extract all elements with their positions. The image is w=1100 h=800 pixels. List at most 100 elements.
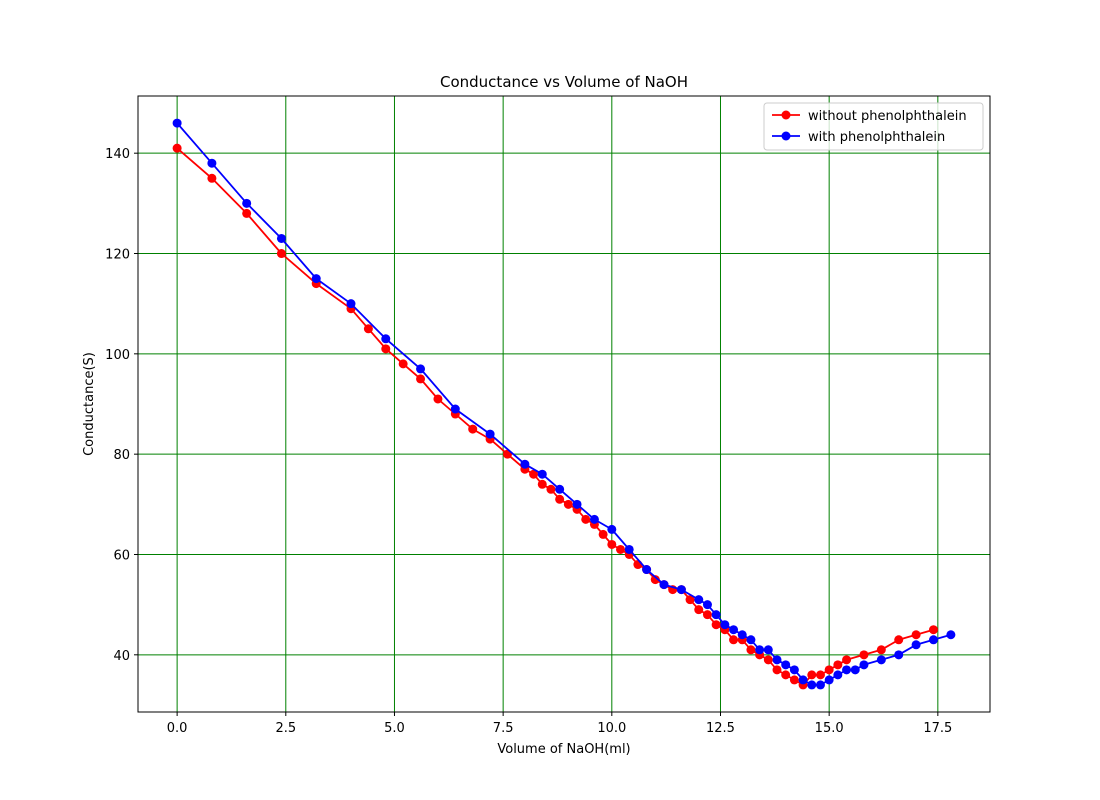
data-point — [876, 645, 886, 655]
tick-layer: 0.0 2.5 5.0 7.5 10.0 12.5 15.0 17.5 40 60 80 100 120… — [105, 147, 952, 736]
data-point — [546, 484, 556, 494]
data-point — [172, 118, 182, 128]
y-tick-label: 100 — [105, 348, 130, 363]
data-point — [607, 539, 617, 549]
data-point — [842, 655, 852, 665]
data-point — [720, 620, 730, 630]
data-point — [789, 665, 799, 675]
data-point — [807, 680, 817, 690]
data-point — [694, 605, 704, 615]
data-point — [276, 249, 286, 259]
legend-swatch-marker — [781, 110, 791, 120]
data-point — [815, 670, 825, 680]
data-point — [842, 665, 852, 675]
data-point — [946, 630, 956, 640]
data-point — [381, 334, 391, 344]
data-point — [894, 635, 904, 645]
data-point — [555, 484, 565, 494]
data-point — [398, 359, 408, 369]
legend-item: without phenolphthalein — [772, 109, 967, 124]
data-point — [746, 645, 756, 655]
data-point — [381, 344, 391, 354]
data-point — [911, 640, 921, 650]
data-point — [746, 635, 756, 645]
chart-title: Conductance vs Volume of NaOH — [440, 73, 688, 91]
data-point — [772, 655, 782, 665]
series-layer — [172, 118, 956, 690]
data-point — [824, 665, 834, 675]
data-point — [311, 274, 321, 284]
data-point — [833, 670, 843, 680]
data-point — [616, 544, 626, 554]
legend-item: with phenolphthalein — [772, 130, 945, 145]
data-point — [729, 625, 739, 635]
data-point — [815, 680, 825, 690]
data-point — [859, 660, 869, 670]
legend: without phenolphthalein with phenolphthal… — [763, 102, 984, 151]
data-point — [702, 610, 712, 620]
data-point — [911, 630, 921, 640]
data-point — [242, 198, 252, 208]
data-point — [755, 645, 765, 655]
data-point — [763, 655, 773, 665]
legend-box — [763, 102, 984, 151]
data-point — [859, 650, 869, 660]
y-tick-label: 120 — [105, 248, 130, 263]
y-tick-label: 140 — [105, 147, 130, 162]
data-point — [711, 620, 721, 630]
data-point — [729, 635, 739, 645]
data-point — [433, 394, 443, 404]
x-tick-label: 5.0 — [384, 721, 405, 736]
x-tick-label: 10.0 — [597, 721, 626, 736]
data-point — [807, 670, 817, 680]
data-point — [650, 575, 660, 585]
data-point — [781, 660, 791, 670]
data-point — [416, 374, 426, 384]
data-point — [572, 499, 582, 509]
legend-label: with phenolphthalein — [808, 130, 945, 145]
x-tick-label: 17.5 — [923, 721, 952, 736]
data-point — [242, 208, 252, 218]
data-point — [589, 514, 599, 524]
data-point — [563, 499, 573, 509]
series-2 — [172, 118, 956, 690]
data-point — [833, 660, 843, 670]
data-point — [737, 630, 747, 640]
x-tick-label: 0.0 — [167, 721, 188, 736]
data-point — [694, 595, 704, 605]
data-point — [172, 143, 182, 153]
data-point — [659, 580, 669, 590]
data-point — [642, 565, 652, 575]
data-point — [876, 655, 886, 665]
data-point — [520, 459, 530, 469]
data-point — [824, 675, 834, 685]
y-tick-label: 80 — [113, 448, 130, 463]
x-tick-label: 15.0 — [815, 721, 844, 736]
grid-layer — [138, 96, 990, 712]
data-point — [276, 233, 286, 243]
data-point — [763, 645, 773, 655]
data-point — [529, 469, 539, 479]
data-point — [928, 635, 938, 645]
legend-label: without phenolphthalein — [808, 109, 967, 124]
legend-swatch-marker — [781, 131, 791, 141]
data-point — [363, 324, 373, 334]
data-point — [781, 670, 791, 680]
data-point — [772, 665, 782, 675]
y-tick-label: 60 — [113, 548, 130, 563]
data-point — [702, 600, 712, 610]
data-point — [711, 610, 721, 620]
y-tick-label: 40 — [113, 649, 130, 664]
data-point — [537, 469, 547, 479]
x-tick-label: 2.5 — [275, 721, 296, 736]
data-point — [607, 524, 617, 534]
data-point — [207, 158, 217, 168]
data-point — [624, 544, 634, 554]
data-point — [894, 650, 904, 660]
data-point — [346, 299, 356, 309]
data-point — [676, 585, 686, 595]
data-point — [581, 514, 591, 524]
data-point — [789, 675, 799, 685]
data-point — [555, 494, 565, 504]
